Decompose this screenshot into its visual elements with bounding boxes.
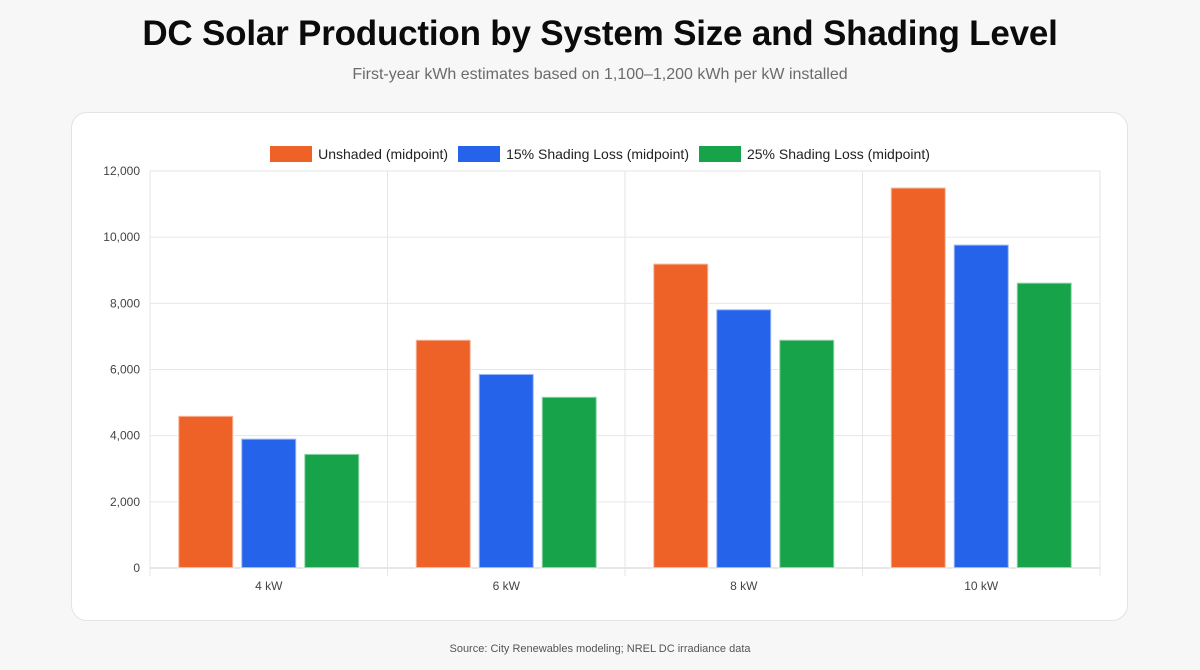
bar-15-shading-loss-midpoint--8-kw[interactable]: [715, 308, 773, 569]
legend-swatch-shading-25: [698, 146, 741, 162]
legend: Unshaded (midpoint) 15% Shading Loss (mi…: [0, 144, 1200, 164]
legend-swatch-shading-15: [458, 146, 501, 162]
chart-subtitle: First-year kWh estimates based on 1,100–…: [352, 66, 848, 83]
y-tick-label: 4,000: [110, 429, 140, 443]
legend-item-unshaded[interactable]: Unshaded (midpoint): [270, 146, 448, 162]
y-tick-label: 0: [133, 561, 140, 575]
bar-unshaded-midpoint--10-kw[interactable]: [889, 186, 947, 570]
legend-item-shading-15[interactable]: 15% Shading Loss (midpoint): [458, 146, 689, 162]
chart-title: DC Solar Production by System Size and S…: [142, 14, 1058, 53]
bar-25-shading-loss-midpoint--10-kw[interactable]: [1015, 281, 1073, 569]
y-tick-label: 8,000: [110, 296, 140, 310]
legend-label-unshaded: Unshaded (midpoint): [318, 146, 449, 162]
x-tick-label: 6 kW: [493, 579, 521, 593]
bar-25-shading-loss-midpoint--8-kw[interactable]: [778, 338, 836, 569]
y-tick-label: 10,000: [103, 230, 140, 244]
bar-15-shading-loss-midpoint--10-kw[interactable]: [952, 243, 1010, 569]
y-tick-label: 12,000: [103, 164, 140, 178]
x-tick-label: 10 kW: [964, 579, 999, 593]
bar-25-shading-loss-midpoint--6-kw[interactable]: [540, 395, 598, 570]
x-tick-label: 8 kW: [730, 579, 758, 593]
legend-label-shading-15: 15% Shading Loss (midpoint): [506, 146, 689, 162]
x-tick-label: 4 kW: [255, 579, 283, 593]
bar-25-shading-loss-midpoint--4-kw[interactable]: [303, 452, 361, 569]
source-note: Source: City Renewables modeling; NREL D…: [449, 643, 751, 655]
legend-swatch-unshaded: [270, 146, 313, 162]
y-tick-label: 6,000: [110, 363, 140, 377]
bar-15-shading-loss-midpoint--4-kw[interactable]: [240, 437, 298, 569]
legend-label-shading-25: 25% Shading Loss (midpoint): [746, 146, 930, 162]
bar-15-shading-loss-midpoint--6-kw[interactable]: [477, 372, 535, 569]
bar-unshaded-midpoint--6-kw[interactable]: [414, 338, 472, 569]
bar-unshaded-midpoint--4-kw[interactable]: [177, 414, 235, 570]
y-tick-label: 2,000: [110, 495, 140, 509]
bar-unshaded-midpoint--8-kw[interactable]: [652, 262, 710, 569]
legend-item-shading-25[interactable]: 25% Shading Loss (midpoint): [698, 146, 930, 162]
